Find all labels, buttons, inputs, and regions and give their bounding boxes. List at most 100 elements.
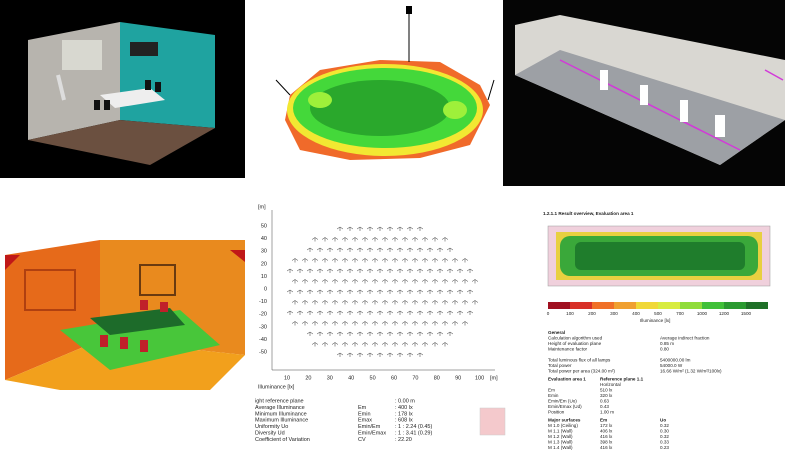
report-cell: M 1.4 (Wall) xyxy=(548,445,573,450)
report-cell: Calculation algorithm used xyxy=(548,336,603,341)
luminaire-symbol xyxy=(461,258,469,263)
table-cell: Minimum Illuminance xyxy=(255,411,307,417)
luminaire-symbol xyxy=(356,289,364,294)
luminaire-symbol xyxy=(416,289,424,294)
report-cell: 416 lx xyxy=(600,445,613,450)
luminaire-symbol xyxy=(401,342,409,347)
report-cell: 0.32 xyxy=(660,423,669,428)
luminaire-symbol xyxy=(301,321,309,326)
luminaire-symbol xyxy=(366,226,374,231)
section-title: Uo xyxy=(660,418,666,423)
luminaire-symbol xyxy=(351,237,359,242)
luminaire-symbol xyxy=(426,310,434,315)
luminaire-symbol xyxy=(431,258,439,263)
luminaire-symbol xyxy=(306,247,314,252)
luminaire-symbol xyxy=(341,342,349,347)
luminaire-symbol xyxy=(446,331,454,336)
luminaire-symbol xyxy=(376,331,384,336)
luminaire-symbol xyxy=(336,247,344,252)
luminaire-symbol xyxy=(366,247,374,252)
luminaire-symbol xyxy=(421,321,429,326)
luminaire-symbol xyxy=(331,237,339,242)
luminaire-symbol xyxy=(391,237,399,242)
luminaire-symbol xyxy=(341,321,349,326)
luminaire-symbol xyxy=(306,268,314,273)
report-cell: Total power per area (324.00 m²) xyxy=(548,369,615,374)
x-tick-label: 30 xyxy=(327,375,333,381)
luminaire-symbol xyxy=(361,279,369,284)
luminaire-symbol xyxy=(371,279,379,284)
table-cell: CV xyxy=(358,437,366,443)
luminaire-symbol xyxy=(421,279,429,284)
luminaire-symbol xyxy=(386,310,394,315)
luminaire-symbol xyxy=(451,279,459,284)
report-cell: Average indirect fraction xyxy=(660,336,710,341)
luminaire-symbol xyxy=(426,331,434,336)
scale-label: 1000 xyxy=(697,311,708,316)
luminaire-symbol xyxy=(371,342,379,347)
report-cell: 5400000.00 lm xyxy=(660,358,691,363)
table-cell: Coefficient of Variation xyxy=(255,437,310,443)
luminaire-symbol xyxy=(326,247,334,252)
luminaire-symbol xyxy=(426,268,434,273)
luminaire-symbol xyxy=(361,342,369,347)
report-cell: 0.33 xyxy=(660,440,669,445)
scale-label: 700 xyxy=(676,311,684,316)
luminaire-symbol xyxy=(321,300,329,305)
report-cell: Position xyxy=(548,410,565,415)
luminaire-symbol xyxy=(341,237,349,242)
luminaire-symbol xyxy=(461,300,469,305)
scale-title: Illuminance [lx] xyxy=(640,318,670,323)
table-cell: Emax xyxy=(358,418,372,424)
luminaire-symbol xyxy=(326,331,334,336)
luminaire-symbol xyxy=(361,300,369,305)
luminaire-symbol xyxy=(311,237,319,242)
scale-label: 200 xyxy=(588,311,596,316)
luminaire-symbol xyxy=(371,258,379,263)
report-cell: Emin xyxy=(548,393,559,398)
luminaire-symbol xyxy=(286,310,294,315)
luminaire-symbol xyxy=(461,279,469,284)
luminaire-symbol xyxy=(381,258,389,263)
luminaire-symbol xyxy=(336,352,344,357)
x-tick-label: 100 xyxy=(475,375,484,381)
report-cell: Horizontal xyxy=(600,382,621,387)
scale-swatch xyxy=(702,302,724,309)
luminaire-symbol xyxy=(301,258,309,263)
luminaire-symbol xyxy=(366,310,374,315)
luminaire-symbol xyxy=(411,321,419,326)
luminaire-symbol xyxy=(381,321,389,326)
luminaire-symbol xyxy=(301,300,309,305)
luminaire-symbol xyxy=(391,300,399,305)
luminaire-symbol xyxy=(326,310,334,315)
luminaire-symbol xyxy=(361,237,369,242)
luminaire-symbol xyxy=(431,342,439,347)
luminaire-symbol xyxy=(336,289,344,294)
falsecolor-room xyxy=(5,240,245,390)
table-cell: ight reference plane xyxy=(255,398,304,404)
luminaire-symbol xyxy=(441,300,449,305)
luminaire-symbol xyxy=(416,268,424,273)
luminaire-symbol xyxy=(306,331,314,336)
report-cell: M 1.1 (Wall) xyxy=(548,429,573,434)
luminaire-symbol xyxy=(286,268,294,273)
luminaire-symbol xyxy=(321,237,329,242)
luminaire-symbol xyxy=(311,258,319,263)
luminaire-symbol xyxy=(451,300,459,305)
luminaire-symbol xyxy=(356,226,364,231)
table-cell: : 400 lx xyxy=(395,405,413,411)
luminaire-symbol xyxy=(406,268,414,273)
luminaire-symbol xyxy=(396,331,404,336)
report-cell: 0.23 xyxy=(660,445,669,450)
table-cell: : 0.00 m xyxy=(395,398,415,404)
luminaire-symbol xyxy=(356,310,364,315)
y-tick-label: -30 xyxy=(259,324,267,330)
luminaire-symbol xyxy=(371,300,379,305)
x-tick-label: 70 xyxy=(412,375,418,381)
luminaire-symbol xyxy=(401,300,409,305)
table-cell: Em xyxy=(358,405,367,411)
luminaire-symbol xyxy=(376,352,384,357)
scale-swatch xyxy=(636,302,658,309)
luminaire-symbol xyxy=(336,310,344,315)
luminaire-symbol xyxy=(376,247,384,252)
